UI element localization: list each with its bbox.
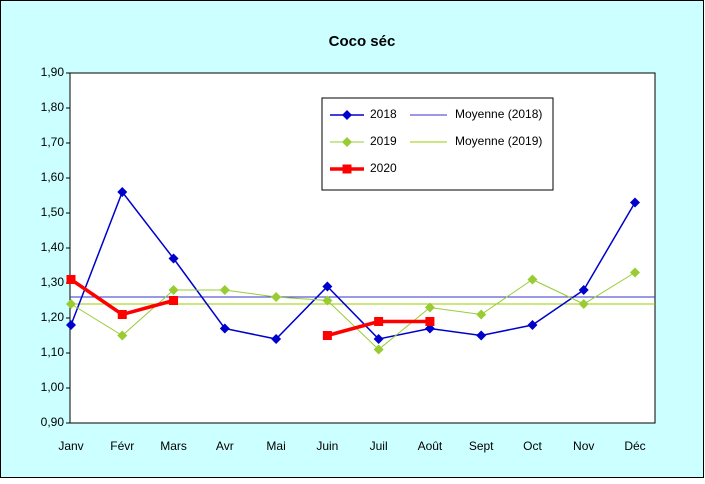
legend-label: 2020 (370, 161, 397, 175)
y-tick-label: 1,90 (41, 65, 65, 79)
x-tick-label: Févr (110, 439, 134, 453)
series-line (70, 190, 636, 340)
chart-title: Coco séc (329, 33, 396, 50)
y-tick-label: 1,10 (41, 345, 65, 359)
data-point (425, 317, 435, 326)
data-point (271, 292, 282, 302)
x-tick-label: Mai (266, 439, 285, 453)
legend-label: Moyenne (2019) (455, 134, 542, 148)
data-point (322, 281, 333, 292)
legend-marker (342, 110, 352, 120)
data-point (630, 267, 640, 278)
data-point (169, 296, 179, 305)
legend-label: Moyenne (2018) (455, 107, 542, 121)
data-point (373, 344, 384, 355)
data-point (527, 320, 538, 330)
data-point (117, 310, 127, 319)
data-point (168, 253, 179, 264)
data-point (66, 320, 76, 330)
x-tick-label: Mars (160, 439, 187, 453)
data-point (322, 295, 333, 306)
x-tick-label: Avr (216, 439, 234, 453)
y-tick-label: 1,30 (41, 275, 65, 289)
y-tick-label: 1,80 (41, 100, 65, 114)
data-point (117, 330, 128, 341)
data-point (578, 285, 589, 295)
data-point (424, 302, 435, 313)
data-point (630, 197, 640, 208)
data-point (476, 309, 487, 320)
x-tick-label: Juil (370, 439, 388, 453)
x-tick-label: Déc (624, 439, 645, 453)
data-point (168, 285, 179, 295)
data-point (271, 334, 282, 344)
legend-box (321, 97, 554, 191)
legend-marker (342, 164, 352, 174)
data-point (476, 330, 487, 341)
data-point (373, 334, 384, 344)
legend-label: 2018 (370, 107, 397, 121)
y-tick-label: 0,90 (41, 415, 65, 429)
y-tick-label: 1,50 (41, 205, 65, 219)
series-line (70, 272, 636, 351)
legend-label: 2019 (370, 134, 397, 148)
x-tick-label: Nov (573, 439, 594, 453)
y-tick-label: 1,00 (41, 380, 65, 394)
x-tick-label: Sept (469, 439, 494, 453)
data-point (578, 299, 589, 309)
y-tick-label: 1,20 (41, 310, 65, 324)
data-point (527, 274, 538, 285)
y-tick-label: 1,40 (41, 240, 65, 254)
data-point (219, 285, 230, 295)
x-tick-label: Juin (316, 439, 338, 453)
legend-marker (342, 137, 352, 147)
y-tick-label: 1,60 (41, 170, 65, 184)
data-point (117, 187, 128, 197)
data-point (66, 275, 76, 284)
x-tick-label: Janv (58, 439, 83, 453)
x-tick-label: Août (418, 439, 443, 453)
data-point (219, 323, 230, 334)
data-point (374, 317, 384, 326)
data-point (66, 299, 76, 309)
data-point (322, 331, 332, 340)
x-tick-label: Oct (523, 439, 542, 453)
y-tick-label: 1,70 (41, 135, 65, 149)
